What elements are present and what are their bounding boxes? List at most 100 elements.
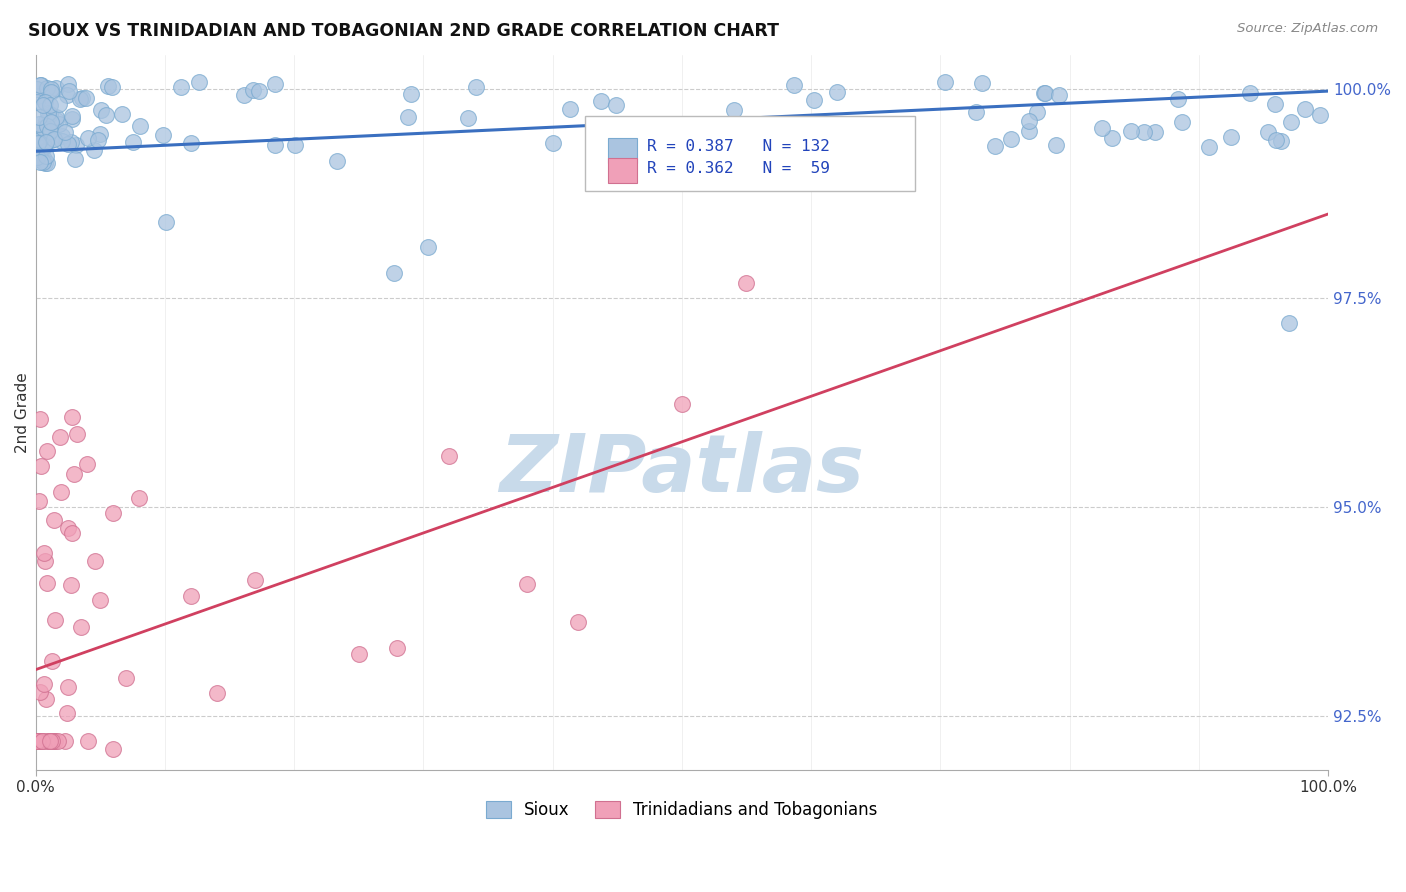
Point (39, 106, 62, 120)
Point (347, 647, 370, 661)
Point (28, 412, 51, 426)
Point (34, 121, 56, 136)
Point (37, 106, 59, 120)
Point (37, 444, 59, 458)
Point (399, 87, 422, 101)
Point (44, 613, 66, 627)
Point (1000, 131, 1022, 145)
Point (32, 98, 55, 112)
Point (27, 88, 49, 103)
Point (89, 127, 111, 141)
Point (28, 733, 51, 747)
Point (769, 138, 792, 153)
Point (39, 82, 62, 96)
Point (38, 98, 60, 112)
Point (1239, 87, 1261, 101)
Point (170, 79, 193, 94)
Point (30, 458, 52, 473)
Point (1294, 102, 1316, 116)
Point (187, 75, 209, 89)
FancyBboxPatch shape (585, 116, 914, 191)
Point (25, 733, 48, 747)
Point (39, 115, 62, 129)
Point (31, 134, 53, 148)
Point (1025, 105, 1047, 120)
Point (1171, 114, 1194, 128)
Point (32, 139, 55, 153)
Point (76, 457, 98, 471)
Point (1219, 130, 1241, 145)
Point (34, 135, 56, 149)
Point (84, 554, 107, 568)
Point (27, 95, 49, 109)
Point (34, 554, 56, 568)
Point (396, 110, 419, 124)
Point (48, 117, 70, 131)
Text: SIOUX VS TRINIDADIAN AND TOBAGONIAN 2ND GRADE CORRELATION CHART: SIOUX VS TRINIDADIAN AND TOBAGONIAN 2ND … (28, 22, 779, 40)
Point (101, 742, 124, 756)
Point (45, 112, 67, 127)
Point (1121, 124, 1143, 138)
Point (32, 121, 55, 136)
Point (723, 103, 745, 117)
Point (44, 513, 66, 527)
Point (1309, 107, 1331, 121)
Point (59, 578, 82, 592)
Point (34, 140, 56, 154)
Point (30, 78, 52, 92)
Point (249, 84, 271, 98)
Point (60, 109, 83, 123)
Point (32, 152, 55, 166)
Point (28, 147, 51, 161)
Point (51, 129, 73, 144)
Point (45, 110, 67, 124)
Point (245, 573, 267, 587)
Point (591, 94, 613, 108)
Point (28, 117, 51, 131)
Point (233, 87, 256, 102)
Point (35, 148, 58, 162)
Point (51, 484, 73, 499)
Point (53, 125, 76, 139)
Point (155, 215, 177, 229)
Point (35, 113, 58, 128)
Point (27, 733, 49, 747)
Point (205, 685, 228, 699)
Point (1045, 137, 1067, 152)
Point (49, 430, 72, 444)
Point (1281, 115, 1303, 129)
Point (37, 119, 59, 133)
Point (41, 654, 63, 668)
Point (437, 449, 460, 463)
Point (783, 78, 806, 92)
Point (37, 575, 59, 590)
Point (94, 108, 117, 122)
Point (1264, 133, 1286, 147)
Point (56, 521, 79, 535)
Point (75, 90, 97, 104)
Point (60, 409, 83, 424)
Point (39, 133, 62, 147)
Point (1047, 88, 1070, 103)
Point (34, 156, 56, 170)
Y-axis label: 2nd Grade: 2nd Grade (15, 372, 30, 453)
Point (44, 733, 66, 747)
Point (38, 733, 60, 747)
Point (55, 706, 77, 720)
Point (387, 641, 409, 656)
Point (90, 103, 112, 118)
Point (100, 79, 122, 94)
Point (60, 525, 83, 540)
Point (41, 733, 63, 747)
Point (45, 81, 67, 95)
Point (89, 592, 111, 607)
Point (60, 112, 83, 126)
Point (180, 136, 202, 150)
Point (464, 79, 486, 94)
Point (516, 577, 538, 591)
Point (416, 240, 439, 254)
Point (1270, 134, 1292, 148)
Point (28, 110, 51, 124)
Point (38, 123, 60, 137)
Point (56, 78, 79, 92)
